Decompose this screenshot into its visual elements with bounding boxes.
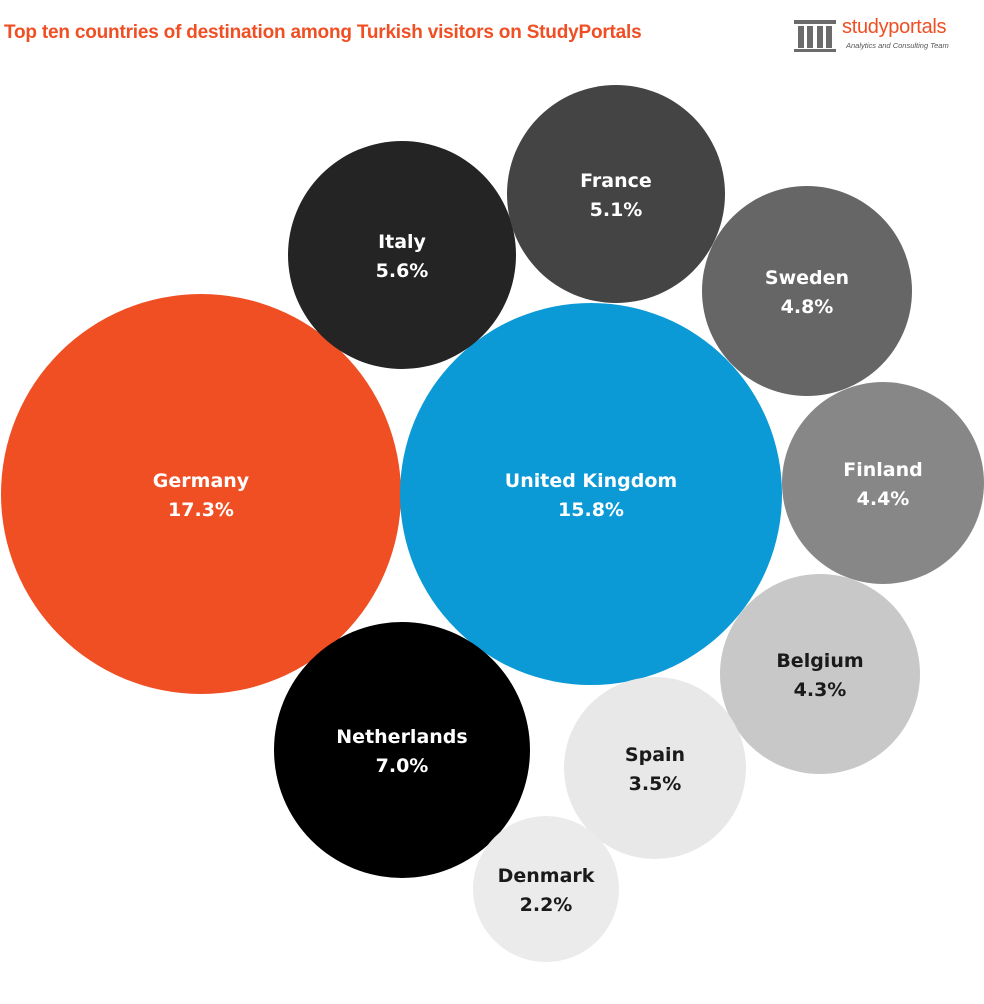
bubble-sweden bbox=[702, 186, 912, 396]
bubble-label-finland: Finland bbox=[843, 459, 922, 481]
bubble-value-finland: 4.4% bbox=[857, 488, 910, 510]
bubble-label-denmark: Denmark bbox=[498, 865, 595, 887]
bubble-value-netherlands: 7.0% bbox=[376, 755, 429, 777]
bubble-germany bbox=[1, 294, 401, 694]
bubble-label-sweden: Sweden bbox=[765, 267, 849, 289]
chart-title: Top ten countries of destination among T… bbox=[4, 22, 642, 43]
bubble-value-germany: 17.3% bbox=[168, 499, 234, 521]
bubble-italy bbox=[288, 141, 516, 369]
bubble-value-italy: 5.6% bbox=[376, 260, 429, 282]
bubble-label-germany: Germany bbox=[153, 470, 250, 492]
bubble-value-sweden: 4.8% bbox=[781, 296, 834, 318]
bubble-value-denmark: 2.2% bbox=[520, 894, 573, 916]
bubble-belgium bbox=[720, 574, 920, 774]
bubble-label-spain: Spain bbox=[625, 744, 685, 766]
bubble-label-france: France bbox=[580, 170, 652, 192]
logo-tagline: Analytics and Consulting Team bbox=[846, 41, 949, 50]
bubble-france bbox=[507, 85, 725, 303]
bubble-value-belgium: 4.3% bbox=[794, 679, 847, 701]
bubble-finland bbox=[782, 382, 984, 584]
logo-name: studyportals bbox=[842, 16, 947, 38]
bubble-united-kingdom bbox=[400, 303, 782, 685]
bubble-value-france: 5.1% bbox=[590, 199, 643, 221]
bubble-label-belgium: Belgium bbox=[776, 650, 863, 672]
bubble-label-italy: Italy bbox=[378, 231, 426, 253]
bubble-spain bbox=[564, 677, 746, 859]
bubble-label-united-kingdom: United Kingdom bbox=[505, 470, 677, 492]
bubble-value-spain: 3.5% bbox=[629, 773, 682, 795]
bubble-netherlands bbox=[274, 622, 530, 878]
bubble-label-netherlands: Netherlands bbox=[336, 726, 467, 748]
bubble-value-united-kingdom: 15.8% bbox=[558, 499, 624, 521]
building-columns-icon bbox=[794, 20, 836, 52]
studyportals-logo: studyportals Analytics and Consulting Te… bbox=[792, 14, 972, 58]
bubble-denmark bbox=[473, 816, 619, 962]
